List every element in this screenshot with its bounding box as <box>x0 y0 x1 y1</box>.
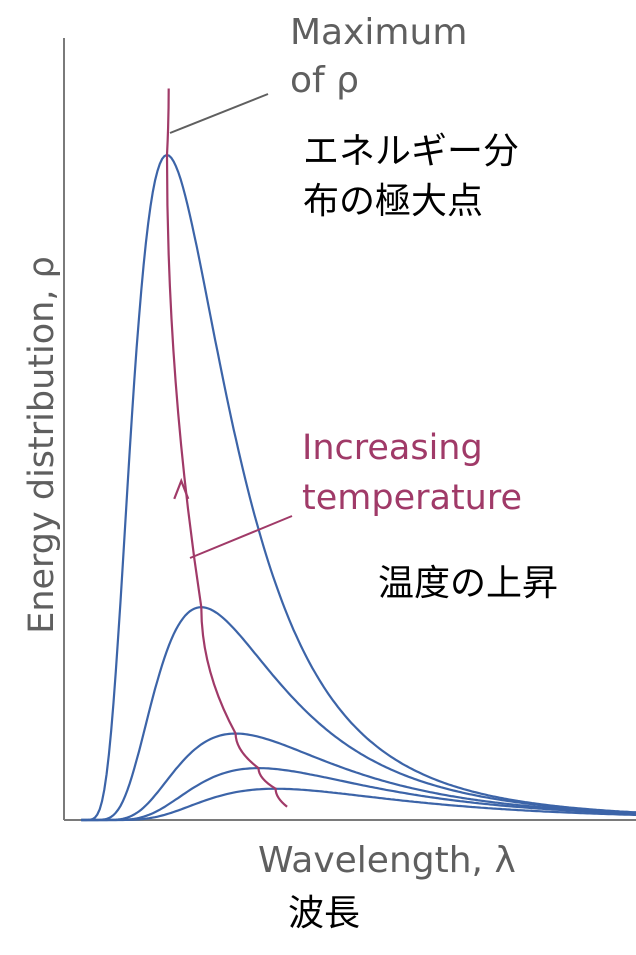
blackbody-curve-2 <box>81 606 636 822</box>
blackbody-curve-4 <box>81 767 636 822</box>
blackbody-curve-5 <box>81 787 636 822</box>
jp-wavelength-label: 波長 <box>288 893 361 934</box>
jp-temperature-label: 温度の上昇 <box>378 563 559 604</box>
increasing-label-line1: Increasing <box>302 428 483 468</box>
maximum-label-line1: Maximum <box>290 12 468 53</box>
peak-locus-line <box>165 88 288 808</box>
maximum-leader-line <box>169 93 269 134</box>
increasing-leader-line <box>189 515 293 559</box>
maximum-label-line2: of ρ <box>290 60 359 101</box>
x-axis-label: Wavelength, λ <box>258 840 516 881</box>
y-axis-label: Energy distribution, ρ <box>22 256 62 634</box>
increasing-label-line2: temperature <box>302 478 522 518</box>
increasing-temperature-arrow <box>173 477 190 500</box>
blackbody-curve-3 <box>81 732 636 822</box>
jp-peak-label-line1: エネルギー分 <box>303 131 520 172</box>
jp-peak-label-line2: 布の極大点 <box>303 181 484 222</box>
